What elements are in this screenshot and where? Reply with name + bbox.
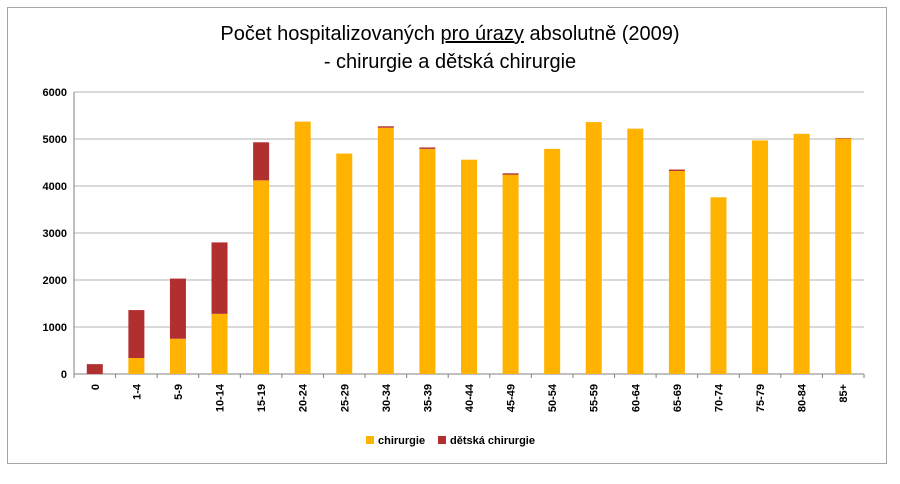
- x-tick-label: 25-29: [339, 384, 351, 412]
- bar-detska-chirurgie: [668, 169, 685, 171]
- bar-chirurgie: [710, 197, 727, 374]
- y-tick-label: 2000: [43, 275, 67, 287]
- x-tick-label: 30-34: [381, 383, 393, 412]
- bar-detska-chirurgie: [502, 173, 519, 175]
- bar-chirurgie: [668, 170, 685, 374]
- bar-chirurgie: [336, 153, 353, 374]
- x-tick-label: 55-59: [589, 384, 601, 412]
- title-prefix: Počet hospitalizovaných: [220, 23, 441, 45]
- y-tick-label: 0: [61, 369, 67, 381]
- y-tick-label: 5000: [43, 134, 67, 146]
- bar-chirurgie: [169, 338, 186, 374]
- x-tick-label: 45-49: [506, 384, 518, 412]
- y-tick-label: 1000: [43, 322, 67, 334]
- x-tick-label: 20-24: [298, 383, 310, 412]
- bar-chirurgie: [211, 313, 228, 374]
- bar-chirurgie: [253, 180, 270, 374]
- bar-detska-chirurgie: [211, 242, 228, 314]
- chart-title: Počet hospitalizovaných pro úrazy absolu…: [0, 20, 900, 76]
- bar-chirurgie: [461, 159, 477, 374]
- bar-detska-chirurgie: [128, 310, 145, 359]
- legend-swatch: [438, 436, 446, 444]
- title-underlined: pro úrazy: [440, 23, 524, 45]
- x-tick-label: 50-54: [547, 383, 559, 412]
- x-tick-label: 65-69: [672, 384, 684, 412]
- x-tick-label: 15-19: [256, 384, 268, 412]
- legend-label: dětská chirurgie: [450, 435, 535, 447]
- bar-chirurgie: [585, 122, 602, 374]
- x-tick-label: 40-44: [464, 383, 476, 412]
- x-tick-label: 35-39: [422, 384, 434, 412]
- bar-detska-chirurgie: [377, 126, 394, 128]
- bar-chirurgie: [752, 140, 769, 374]
- title-suffix: absolutně (2009): [523, 23, 680, 45]
- bar-chirurgie: [793, 133, 810, 374]
- x-tick-label: 0: [90, 384, 102, 390]
- x-tick-label: 10-14: [215, 383, 227, 412]
- bar-chirurgie: [377, 127, 394, 374]
- chart-frame: [7, 7, 887, 464]
- chart-title-line2: - chirurgie a dětská chirurgie: [323, 51, 577, 73]
- chart-title-line1: Počet hospitalizovaných pro úrazy absolu…: [0, 20, 900, 48]
- bar-chirurgie: [544, 148, 561, 374]
- x-tick-label: 75-79: [755, 384, 767, 412]
- bar-chirurgie: [835, 138, 852, 374]
- x-tick-label: 70-74: [713, 383, 725, 412]
- bar-detska-chirurgie: [86, 364, 103, 374]
- x-tick-label: 60-64: [630, 383, 642, 412]
- bar-chirurgie: [627, 128, 644, 374]
- bar-detska-chirurgie: [419, 147, 436, 149]
- legend-label: chirurgie: [378, 435, 425, 447]
- x-tick-label: 85+: [838, 384, 850, 403]
- legend-swatch: [366, 436, 374, 444]
- bar-chirurgie: [419, 148, 436, 374]
- x-tick-label: 5-9: [173, 384, 185, 400]
- y-tick-label: 4000: [43, 181, 67, 193]
- y-tick-label: 3000: [43, 228, 67, 240]
- bar-chirurgie: [294, 121, 311, 374]
- bar-chirurgie: [128, 358, 145, 374]
- x-tick-label: 80-84: [797, 383, 809, 412]
- bar-detska-chirurgie: [253, 142, 270, 181]
- y-tick-label: 6000: [43, 87, 67, 99]
- x-tick-label: 1-4: [131, 383, 143, 400]
- bar-detska-chirurgie: [169, 278, 186, 339]
- bar-chirurgie: [502, 174, 519, 374]
